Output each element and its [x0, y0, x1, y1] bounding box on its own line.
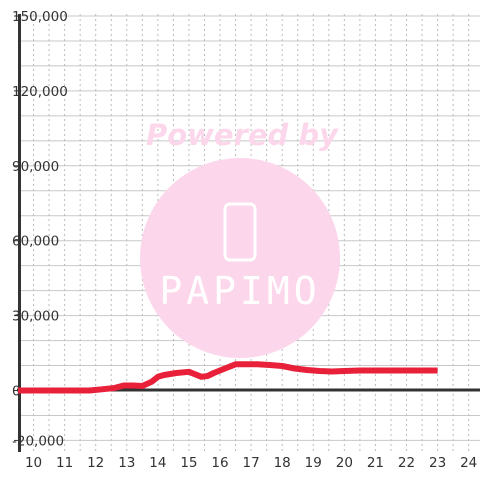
x-tick-label: 12 — [87, 455, 104, 471]
watermark-circle — [140, 158, 340, 358]
x-tick-label: 22 — [398, 455, 415, 471]
x-tick-label: 13 — [118, 455, 135, 471]
watermark-logo: PAPIMO — [159, 269, 320, 313]
x-tick-label: 11 — [56, 455, 73, 471]
y-tick-label: 0 — [12, 384, 21, 400]
y-tick-label: 90,000 — [12, 159, 59, 175]
x-tick-label: 20 — [336, 455, 353, 471]
phone-icon — [223, 202, 257, 262]
x-tick-label: 21 — [367, 455, 384, 471]
watermark-caption: Powered by — [146, 118, 339, 152]
y-tick-labels: -20,000 0 30,000 60,000 90,000 120,000 150,000 — [12, 9, 68, 449]
y-tick-label: -20,000 — [12, 433, 64, 449]
papimo-watermark: Powered by PAPIMO — [140, 118, 340, 358]
y-tick-label: 30,000 — [12, 309, 59, 325]
series-line — [18, 361, 438, 394]
x-tick-label: 19 — [305, 455, 322, 471]
x-tick-label: 10 — [25, 455, 42, 471]
x-tick-label: 16 — [211, 455, 228, 471]
x-tick-label: 24 — [460, 455, 477, 471]
x-tick-label: 18 — [274, 455, 291, 471]
y-tick-label: 150,000 — [12, 9, 68, 25]
series-layer — [18, 361, 438, 394]
x-tick-labels: 10 11 12 13 14 15 16 17 18 19 20 21 22 23 24 — [25, 455, 477, 471]
x-tick-label: 23 — [429, 455, 446, 471]
x-tick-label: 17 — [243, 455, 260, 471]
x-tick-label: 15 — [180, 455, 197, 471]
x-tick-label: 14 — [149, 455, 166, 471]
y-tick-label: 60,000 — [12, 234, 59, 250]
y-tick-label: 120,000 — [12, 84, 68, 100]
